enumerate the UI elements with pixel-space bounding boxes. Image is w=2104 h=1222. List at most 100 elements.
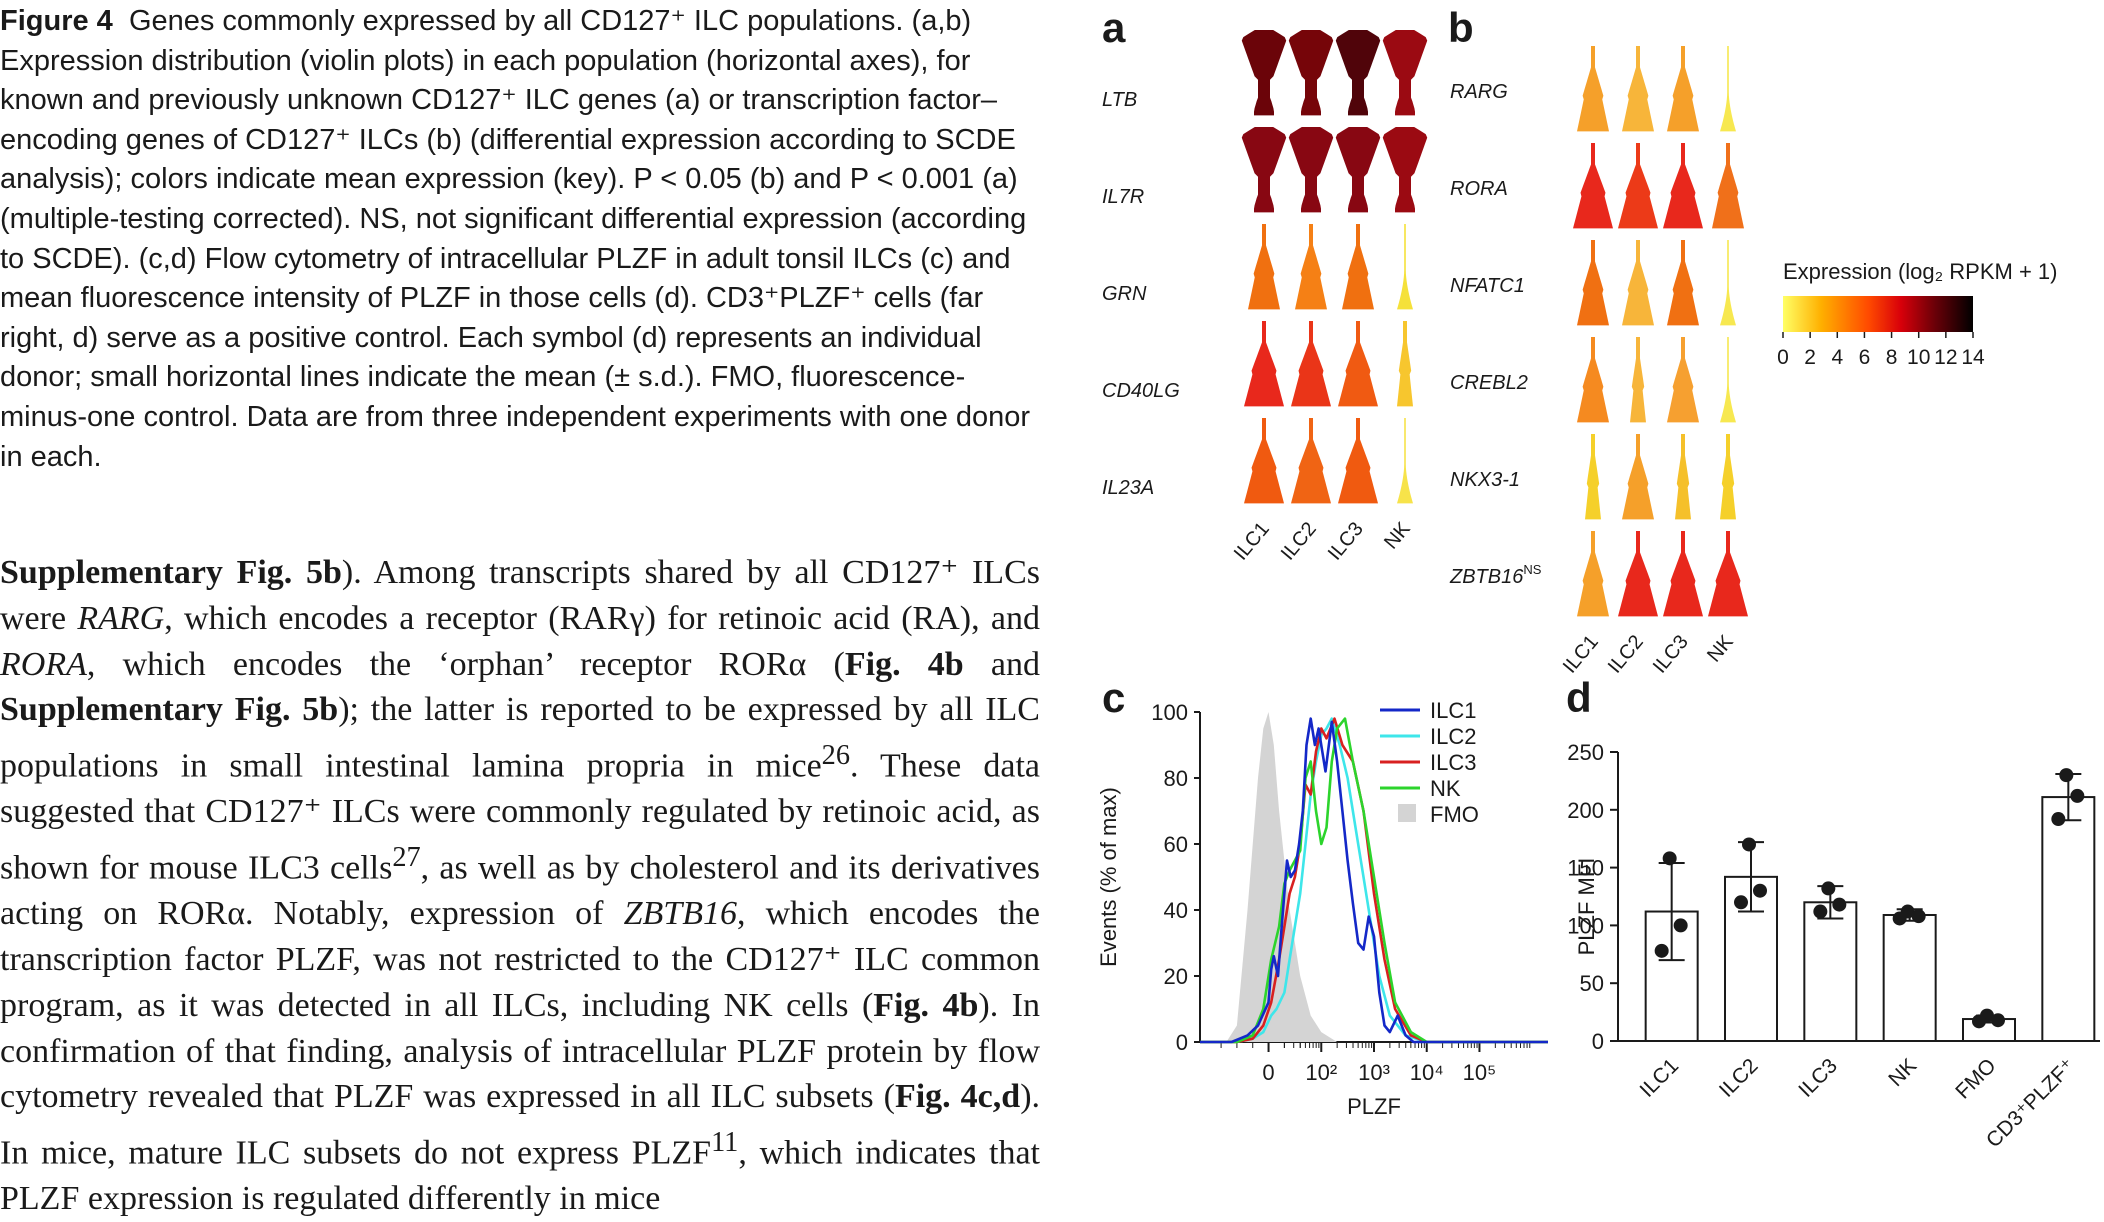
y-tick-label: 20	[1164, 964, 1188, 989]
y-tick-label: 60	[1164, 832, 1188, 857]
violin-shape	[1577, 46, 1609, 132]
violin-shape	[1667, 240, 1699, 326]
violin-shape	[1720, 46, 1736, 132]
violin-shape	[1622, 434, 1654, 520]
violin-shape	[1622, 240, 1654, 326]
histogram-series-ilc1	[1200, 717, 1548, 1044]
gene-label: LTB	[1102, 89, 1137, 111]
bar	[1882, 913, 1937, 1042]
y-tick-label: 80	[1164, 766, 1188, 791]
body-text: , which encodes the transcription factor…	[0, 895, 1040, 1024]
violin-shape	[1241, 30, 1287, 116]
category-label: ILC2	[1715, 1054, 1763, 1102]
violin-shape	[1244, 418, 1284, 504]
histogram-series-nk	[1200, 717, 1548, 1044]
violin-shape	[1291, 321, 1331, 407]
violin-shape	[1618, 143, 1658, 229]
donor-point	[2070, 788, 2085, 803]
violin-shape	[1720, 434, 1736, 520]
x-axis-label: PLZF	[1347, 1094, 1401, 1119]
ref-link[interactable]: Fig. 4b	[844, 645, 964, 683]
category-label: FMO	[1951, 1054, 2000, 1103]
violin-shape	[1720, 337, 1736, 423]
gene-name: ZBTB16	[623, 895, 737, 933]
gene-label: IL23A	[1102, 477, 1154, 499]
histogram-fmo	[1200, 712, 1548, 1042]
panel-label-a: a	[1102, 4, 1126, 51]
y-tick-label: 40	[1164, 898, 1188, 923]
violin-shape	[1618, 531, 1658, 617]
violin-shape	[1663, 531, 1703, 617]
colorbar-tick-label: 6	[1859, 346, 1871, 369]
bar	[2041, 796, 2096, 1042]
gene-label: RORA	[1450, 178, 1508, 200]
citation[interactable]: 27	[392, 842, 421, 874]
violin-shape	[1577, 531, 1609, 617]
legend-label: ILC3	[1430, 750, 1476, 775]
violin-shape	[1622, 46, 1654, 132]
ref-link[interactable]: Fig. 4b	[873, 986, 979, 1024]
donor-point	[1673, 918, 1688, 933]
gene-name: RARG	[77, 599, 165, 637]
violin-shape	[1663, 143, 1703, 229]
population-label: ILC1	[1230, 518, 1274, 565]
y-tick-label: 0	[1176, 1030, 1188, 1055]
gene-label: GRN	[1102, 283, 1147, 305]
legend-label: NK	[1430, 776, 1461, 801]
y-axis-label: Events (% of max)	[1096, 787, 1121, 967]
donor-point	[1662, 851, 1677, 866]
body-text: , which encodes a receptor (RARγ) for re…	[164, 599, 1040, 637]
figure-title: Genes commonly expressed by all CD127⁺ I…	[128, 5, 904, 37]
donor-point	[1734, 895, 1748, 910]
ref-link[interactable]: Supplementary Fig. 5b	[0, 691, 339, 729]
y-tick-label: 0	[1592, 1029, 1604, 1054]
donor-point	[1742, 837, 1756, 852]
donor-point	[1832, 897, 1847, 912]
y-axis-label: PLZF MFI	[1574, 858, 1599, 956]
violin-shape	[1248, 224, 1280, 310]
body-text: . These data suggested that CD127⁺ ILCs …	[0, 747, 1040, 887]
y-tick-label: 150	[1567, 856, 1604, 881]
panel-label-b: b	[1448, 4, 1474, 51]
panel-label-d: d	[1566, 674, 1592, 721]
body-text: , as well as by cholesterol and its deri…	[0, 849, 1040, 933]
legend-swatch	[1398, 804, 1416, 822]
donor-point	[1821, 881, 1836, 896]
colorbar-tick-label: 0	[1777, 346, 1789, 369]
violin-shape	[1295, 224, 1327, 310]
colorbar-tick-label: 8	[1886, 346, 1898, 369]
donor-point	[1911, 909, 1926, 924]
colorbar-tick-label: 4	[1831, 346, 1843, 369]
y-tick-label: 250	[1567, 740, 1604, 765]
body-text: ); the latter is reported to be expresse…	[0, 691, 1040, 785]
citation[interactable]: 26	[821, 740, 850, 772]
gene-name: RORA	[0, 645, 87, 683]
violin-shape	[1577, 240, 1609, 326]
y-tick-label: 100	[1567, 913, 1604, 938]
x-tick-label: 0	[1262, 1060, 1274, 1085]
body-text: , which indicates that PLZF expression i…	[0, 1134, 1041, 1218]
gene-label: RARG	[1450, 81, 1508, 103]
donor-point	[2051, 812, 2066, 827]
ref-link[interactable]: Supplementary Fig. 5b	[0, 554, 342, 591]
body-paragraph: Supplementary Fig. 5b). Among transcript…	[0, 550, 1040, 1222]
body-text: , which encodes the ‘orphan’ receptor RO…	[86, 645, 845, 683]
violin-shape	[1241, 127, 1287, 213]
ref-link[interactable]: Fig. 4c,d	[894, 1078, 1021, 1116]
violin-shape	[1667, 337, 1699, 423]
population-label: ILC3	[1649, 631, 1693, 678]
x-tick-label: 10²	[1305, 1060, 1337, 1085]
x-tick-label: 10⁴	[1410, 1060, 1444, 1085]
violin-shape	[1397, 418, 1413, 504]
violin-shape	[1397, 224, 1413, 310]
citation[interactable]: 11	[711, 1127, 739, 1159]
body-text: ). In mice, mature ILC subsets do not ex…	[0, 1078, 1041, 1172]
category-label: ILC3	[1794, 1054, 1842, 1102]
gene-label: NKX3-1	[1450, 469, 1520, 491]
violin-shape	[1338, 418, 1378, 504]
donor-point	[1972, 1014, 1986, 1029]
category-label: ILC1	[1636, 1054, 1684, 1102]
colorbar-tick-label: 14	[1961, 346, 1985, 369]
legend-label: FMO	[1430, 802, 1479, 827]
